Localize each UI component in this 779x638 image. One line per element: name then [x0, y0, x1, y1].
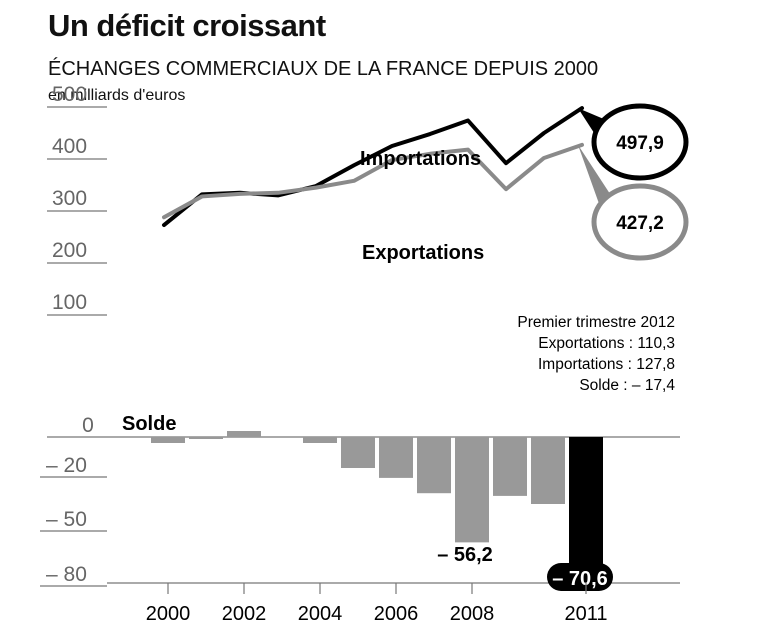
annotation-line: Importations : 127,8 — [538, 356, 675, 373]
x-tick-label: 2000 — [146, 603, 191, 625]
solde-bar-2002 — [227, 431, 261, 437]
solde-bar-2009 — [493, 437, 527, 496]
importations-end-label: 497,9 — [616, 133, 664, 154]
solde-bar-2010 — [531, 437, 565, 504]
bar-value-label-2008: – 56,2 — [437, 544, 493, 566]
y-tick-label: 400 — [52, 135, 87, 158]
y-tick-label: 300 — [52, 187, 87, 210]
annotation-line: Solde : – 17,4 — [579, 377, 675, 394]
x-tick-label: 2002 — [222, 603, 267, 625]
exportations-end-label: 427,2 — [616, 213, 664, 234]
bar-chart-title: Solde — [122, 413, 176, 435]
series-line-exportations — [162, 142, 584, 220]
unit-label: en milliards d'euros — [48, 87, 186, 104]
bar-value-pill-2011 — [547, 563, 613, 591]
exportations-bubble — [591, 183, 689, 261]
importations-bubble — [591, 103, 689, 181]
y-tick-label: 100 — [52, 291, 87, 314]
chart-subtitle: ÉCHANGES COMMERCIAUX DE LA FRANCE DEPUIS… — [48, 58, 599, 80]
x-tick-label: 2004 — [298, 603, 343, 625]
bar-value-label-2011: – 70,6 — [552, 568, 608, 590]
x-tick-label: 2011 — [564, 603, 607, 625]
y-tick-label: – 20 — [46, 454, 87, 477]
annotation-title: Premier trimestre 2012 — [517, 314, 675, 331]
x-tick-label: 2008 — [450, 603, 495, 625]
solde-bar-2000 — [151, 437, 185, 443]
solde-bar-2007 — [417, 437, 451, 494]
solde-bar-2005 — [341, 437, 375, 468]
y-tick-label: 500 — [52, 83, 87, 106]
solde-bar-2004 — [303, 437, 337, 443]
y-tick-label: 0 — [82, 414, 94, 437]
x-tick-label: 2006 — [374, 603, 419, 625]
series-label-importations: Importations — [360, 148, 481, 170]
chart-title: Un déficit croissant — [48, 8, 326, 43]
solde-bar-2001 — [189, 437, 223, 439]
y-tick-label: – 50 — [46, 508, 87, 531]
y-tick-label: – 80 — [46, 563, 87, 586]
solde-bar-2011 — [569, 437, 603, 569]
series-label-exportations: Exportations — [362, 242, 484, 264]
solde-bar-2006 — [379, 437, 413, 478]
annotation-line: Exportations : 110,3 — [538, 335, 675, 352]
y-tick-label: 200 — [52, 239, 87, 262]
solde-bar-2008 — [455, 437, 489, 543]
